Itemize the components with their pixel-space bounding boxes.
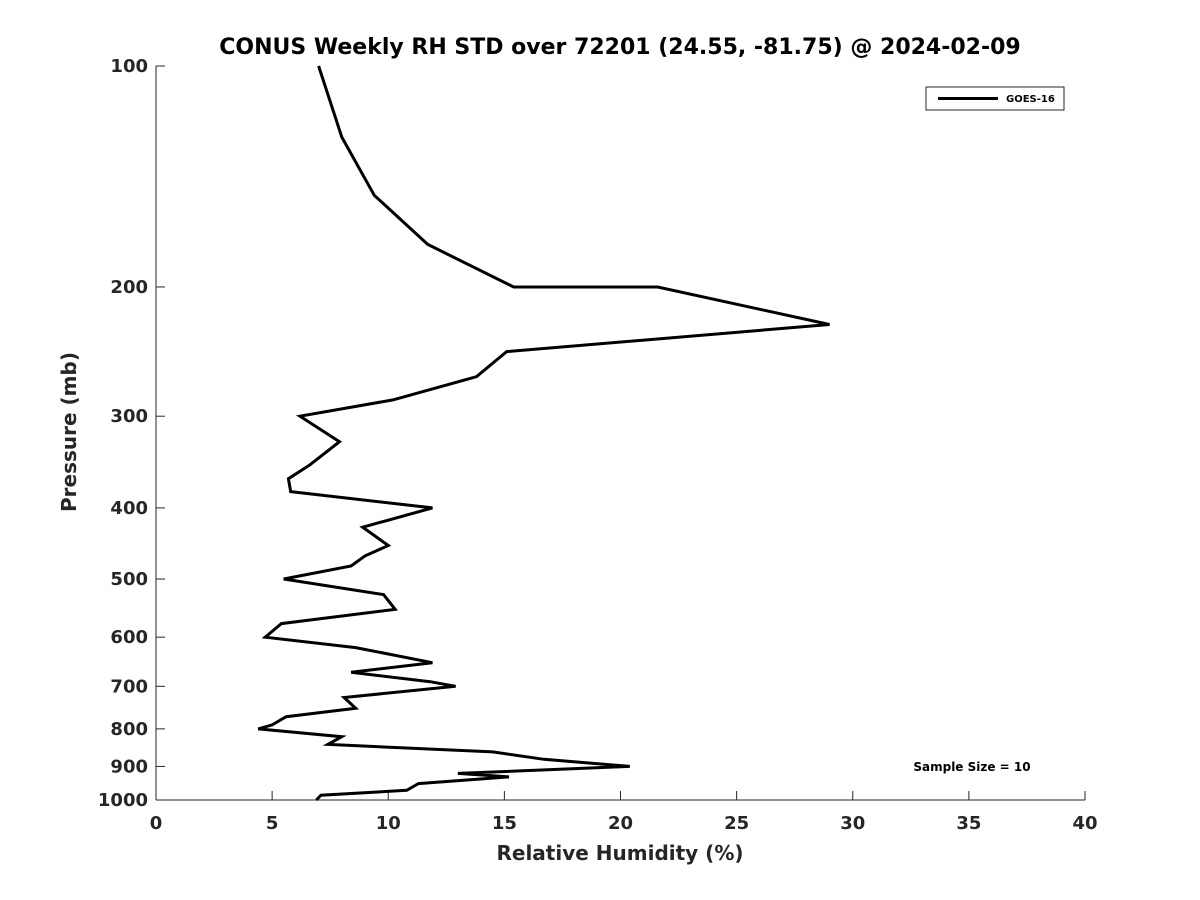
y-tick-label-300: 300: [110, 406, 148, 427]
plot-area: 0 5 10 15 20 25 30 35 40 100 200 300 400 500 600 700 800…: [98, 56, 1098, 834]
legend: GOES-16: [925, 86, 1065, 111]
y-tick-label-700: 700: [110, 676, 148, 697]
x-tick-label-10: 10: [376, 813, 401, 834]
y-tick-label-200: 200: [110, 277, 148, 298]
y-tick-label-500: 500: [110, 569, 148, 590]
series-line-goes-16: [257, 65, 830, 802]
x-tick-label-30: 30: [840, 813, 865, 834]
legend-label-goes-16: GOES-16: [1006, 94, 1055, 105]
chart-title: CONUS Weekly RH STD over 72201 (24.55, -…: [219, 35, 1020, 60]
y-tick-label-800: 800: [110, 719, 148, 740]
y-tick-label-400: 400: [110, 498, 148, 519]
x-axis-label: Relative Humidity (%): [496, 841, 743, 865]
y-axis-label: Pressure (mb): [57, 352, 81, 512]
y-tick-label-600: 600: [110, 627, 148, 648]
x-tick-label-25: 25: [724, 813, 749, 834]
x-tick-label-15: 15: [492, 813, 517, 834]
y-tick-label-100: 100: [110, 56, 148, 77]
x-tick-label-5: 5: [266, 813, 279, 834]
y-tick-label-900: 900: [110, 756, 148, 777]
x-tick-label-40: 40: [1072, 813, 1097, 834]
y-tick-label-1000: 1000: [98, 790, 148, 811]
x-tick-label-0: 0: [150, 813, 163, 834]
x-tick-label-20: 20: [608, 813, 633, 834]
x-tick-label-35: 35: [956, 813, 981, 834]
sample-size-annotation: Sample Size = 10: [913, 760, 1030, 774]
